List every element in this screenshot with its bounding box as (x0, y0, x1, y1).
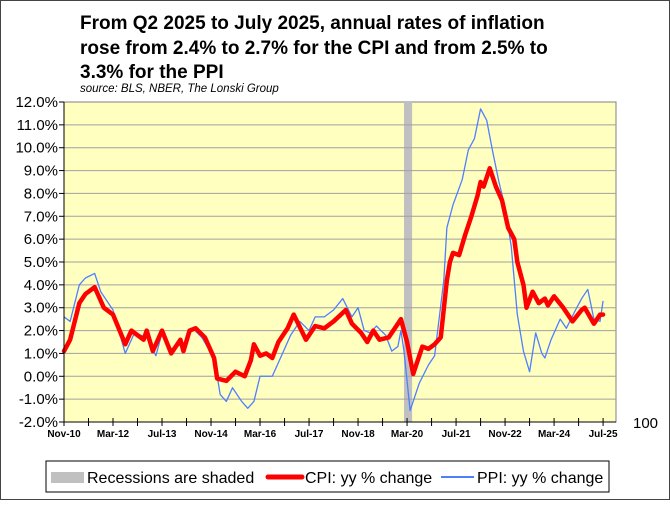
legend-cpi-label: CPI: yy % change (305, 470, 432, 487)
y-tick-label: 8.0% (24, 185, 58, 202)
legend-ppi-label: PPI: yy % change (477, 470, 603, 487)
y-tick-label: 1.0% (24, 345, 58, 362)
x-tick-label: Nov-14 (194, 429, 228, 440)
y-tick-label: 0.0% (24, 368, 58, 385)
cpi-line (61, 166, 606, 384)
x-tick-label: Mar-24 (538, 429, 571, 440)
x-tick-label: Jul-13 (148, 429, 177, 440)
y-tick-label: 5.0% (24, 254, 58, 271)
y-tick-label: 2.0% (24, 323, 58, 340)
y-tick-label: 7.0% (24, 208, 58, 225)
legend-recession-label: Recessions are shaded (87, 470, 254, 487)
x-tick-label: Nov-10 (47, 429, 81, 440)
legend: Recessions are shaded CPI: yy % change P… (45, 460, 610, 493)
x-tick-label: Nov-22 (488, 429, 522, 440)
x-tick-label: Nov-18 (341, 429, 375, 440)
chart-title-line-1: From Q2 2025 to July 2025, annual rates … (80, 13, 545, 34)
y-tick-label: 6.0% (24, 231, 58, 248)
x-tick-label: Mar-12 (97, 429, 130, 440)
x-tick-label: Jul-17 (295, 429, 324, 440)
x-tick-label: Mar-16 (244, 429, 277, 440)
x-tick-label: Mar-20 (391, 429, 424, 440)
y-tick-label: 4.0% (24, 277, 58, 294)
chart-title-line-3: 3.3% for the PPI (80, 62, 224, 83)
y-tick-label: 12.0% (15, 94, 58, 111)
y-tick-label: -1.0% (19, 391, 58, 408)
legend-recession-swatch (51, 472, 84, 483)
y-tick-label: 9.0% (24, 163, 58, 180)
y-tick-label: 10.0% (15, 140, 58, 157)
y-tick-label: -2.0% (19, 414, 58, 431)
right-axis-label: 100 (633, 415, 658, 432)
x-tick-label: Jul-25 (589, 429, 618, 440)
chart-title-line-2: rose from 2.4% to 2.7% for the CPI and f… (80, 38, 548, 59)
chart-subtitle: source: BLS, NBER, The Lonski Group (80, 83, 279, 95)
y-tick-label: 11.0% (17, 117, 58, 134)
x-tick-label: Jul-21 (442, 429, 471, 440)
legend-box (45, 460, 610, 493)
y-tick-label: 3.0% (24, 300, 58, 317)
